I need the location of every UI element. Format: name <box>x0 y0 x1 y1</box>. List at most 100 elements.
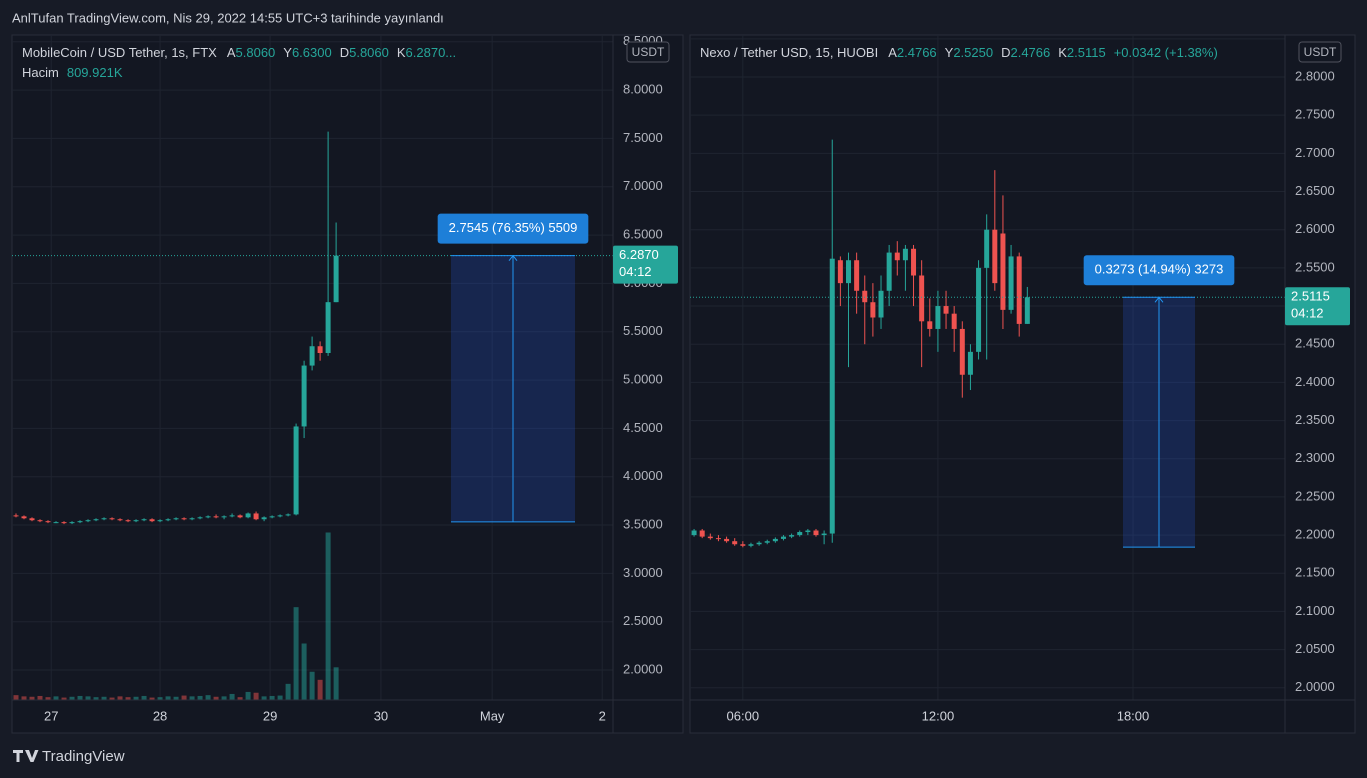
volume-bar <box>221 696 227 700</box>
legend: MobileCoin / USD Tether, 1s, FTX A5.8060 Y… <box>22 45 456 60</box>
candle-body <box>165 519 171 521</box>
ohlc-label: D <box>1001 45 1010 60</box>
volume-bar <box>293 607 299 700</box>
candle-body <box>821 533 827 536</box>
candle-body <box>253 513 259 520</box>
candle-body <box>764 541 770 543</box>
volume-bar <box>277 695 283 700</box>
ohlc-value: 2.5250 <box>953 45 993 60</box>
ohlc-value: 2.4766 <box>897 45 937 60</box>
y-tick-label: 5.0000 <box>623 372 663 387</box>
volume-bar <box>205 695 211 700</box>
candle-body <box>862 290 868 303</box>
candle-body <box>878 290 884 318</box>
candle-body <box>854 260 860 291</box>
ohlc-label: A <box>227 45 236 60</box>
volume-bar <box>93 697 99 700</box>
y-tick-label: 2.4000 <box>1295 374 1335 389</box>
volume-bar <box>245 691 251 700</box>
currency: USDT <box>632 45 665 59</box>
candle-body <box>724 538 730 542</box>
y-tick-label: 2.3000 <box>1295 450 1335 465</box>
chart-panel: 2.0000 2.5000 3.0000 3.5000 4.0000 4.5000 5.00… <box>11 33 684 734</box>
y-tick-label: 2.6500 <box>1295 183 1335 198</box>
plot-area <box>690 35 1285 700</box>
plot-area <box>12 35 613 700</box>
candle-body <box>237 515 243 518</box>
candle-body <box>93 519 99 521</box>
y-tick-label: 2.7500 <box>1295 107 1335 122</box>
y-tick-label: 2.3500 <box>1295 412 1335 427</box>
ohlc-label: A <box>888 45 897 60</box>
candle-body <box>902 248 908 261</box>
candle-body <box>715 538 721 540</box>
volume-bar <box>253 692 259 700</box>
x-tick-label: 06:00 <box>727 708 760 723</box>
candle-body <box>125 520 131 522</box>
volume-bar <box>285 683 291 700</box>
header: AnlTufan TradingView.com, Nis 29, 2022 1… <box>12 10 444 25</box>
candle-body <box>1024 297 1030 324</box>
candle-body <box>85 520 91 522</box>
volume-bar <box>157 697 163 700</box>
volume-bar <box>181 695 187 700</box>
ohlc-value: 6.2870... <box>406 45 457 60</box>
volume-bar <box>317 679 323 700</box>
volume-bar <box>189 696 195 700</box>
ohlc-label: Y <box>283 45 292 60</box>
x-tick-label: 28 <box>153 708 167 723</box>
volume-label: Hacim <box>22 65 59 80</box>
candle-body <box>245 513 251 518</box>
candle-body <box>1016 256 1022 324</box>
x-tick-label: 2 <box>599 708 606 723</box>
y-tick-label: 2.0500 <box>1295 641 1335 656</box>
y-tick-label: 4.0000 <box>623 468 663 483</box>
measure-arrowhead <box>1154 296 1164 303</box>
candle-body <box>69 522 75 524</box>
candle-body <box>780 536 786 539</box>
volume-bar <box>85 696 91 700</box>
volume-bar <box>37 695 43 700</box>
y-tick-label: 2.1000 <box>1295 603 1335 618</box>
y-tick-label: 2.2500 <box>1295 488 1335 503</box>
volume-bar <box>197 695 203 700</box>
chart-panel: 2.0000 2.0500 2.1000 2.1500 2.2000 2.2500 2.30… <box>689 34 1356 734</box>
y-tick-label: 5.5000 <box>623 323 663 338</box>
candle-body <box>61 522 67 524</box>
measure-label-bg <box>1083 255 1235 286</box>
candle-body <box>37 520 43 522</box>
candle-body <box>149 519 155 522</box>
candle-body <box>886 252 892 291</box>
panel-bg <box>11 34 684 734</box>
candle-body <box>813 530 819 536</box>
brand: TradingView <box>42 748 125 765</box>
y-tick-label: 8.0000 <box>623 82 663 97</box>
y-tick-label: 7.5000 <box>623 130 663 145</box>
volume-bar <box>269 695 275 700</box>
candle-body <box>846 260 852 284</box>
candle-body <box>1000 233 1006 310</box>
candle-body <box>213 516 219 518</box>
y-tick-label: 7.0000 <box>623 178 663 193</box>
candle-body <box>772 538 778 542</box>
volume-bar <box>229 693 235 700</box>
ohlc-value: 2.5115 <box>1067 45 1106 60</box>
candle-body <box>789 535 795 537</box>
volume-bar <box>13 695 19 700</box>
ohlc-value: 6.6300 <box>292 45 332 60</box>
y-tick-label: 2.0000 <box>623 661 663 676</box>
y-tick-label: 4.5000 <box>623 420 663 435</box>
volume-bar <box>101 696 107 700</box>
volume-bar <box>117 696 123 700</box>
change: +0.0342 (+1.38%) <box>1114 45 1218 60</box>
candle-body <box>109 518 115 520</box>
candle-body <box>205 516 211 518</box>
candle-body <box>805 530 811 533</box>
candle-body <box>317 346 323 354</box>
candle-body <box>797 532 803 536</box>
volume-bar <box>261 696 267 700</box>
volume-bar <box>237 697 243 700</box>
candle-body <box>967 351 973 375</box>
volume-bar <box>69 696 75 700</box>
y-tick-label: 2.8000 <box>1295 68 1335 83</box>
